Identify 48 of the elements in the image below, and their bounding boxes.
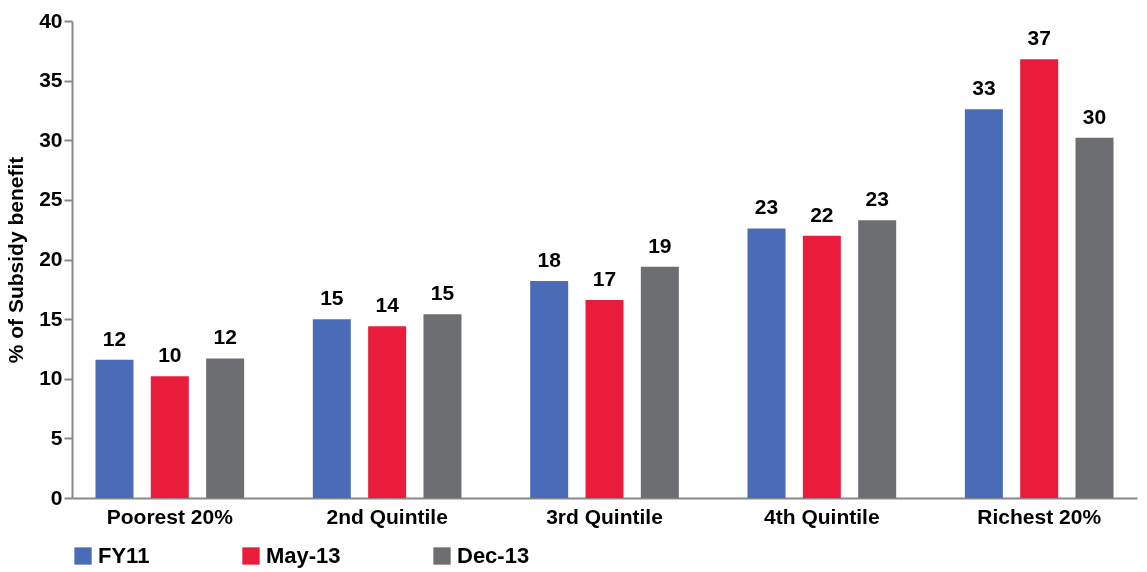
bar bbox=[368, 326, 407, 498]
y-tick-label: 25 bbox=[39, 187, 63, 211]
y-tick-label: 35 bbox=[39, 68, 63, 92]
data-label: 15 bbox=[320, 286, 344, 310]
bar bbox=[1075, 137, 1114, 498]
data-label: 10 bbox=[158, 343, 182, 367]
bar bbox=[95, 359, 134, 498]
y-tick-label: 15 bbox=[39, 306, 63, 330]
bar bbox=[747, 228, 786, 498]
data-label: 22 bbox=[810, 202, 834, 226]
bar bbox=[585, 300, 624, 498]
data-label: 14 bbox=[375, 293, 400, 317]
legend-label: May-13 bbox=[266, 543, 341, 568]
data-label: 18 bbox=[537, 247, 562, 271]
y-tick-label: 30 bbox=[39, 127, 63, 151]
x-tick-label: Poorest 20% bbox=[106, 504, 234, 528]
bar bbox=[150, 376, 189, 498]
bar bbox=[312, 319, 351, 498]
data-label: 15 bbox=[430, 281, 455, 305]
data-label: 37 bbox=[1027, 26, 1051, 50]
data-label: 33 bbox=[972, 76, 996, 100]
y-tick-label: 10 bbox=[39, 366, 63, 390]
bar bbox=[640, 266, 679, 498]
bar bbox=[423, 314, 462, 498]
y-tick-label: 20 bbox=[39, 247, 63, 270]
data-label: 12 bbox=[213, 325, 237, 349]
bar bbox=[858, 220, 897, 498]
y-tick-label: 40 bbox=[39, 8, 63, 32]
legend-label: Dec-13 bbox=[457, 543, 530, 568]
x-tick-label: 4th Quintile bbox=[764, 504, 880, 528]
x-tick-label: 2nd Quintile bbox=[326, 504, 448, 528]
bar bbox=[964, 109, 1003, 498]
bar bbox=[530, 280, 569, 498]
data-label: 19 bbox=[648, 233, 672, 257]
data-label: 23 bbox=[754, 195, 779, 219]
bar bbox=[1020, 59, 1059, 498]
y-axis-title: % of Subsidy benefit bbox=[4, 156, 28, 364]
legend-label: FY11 bbox=[98, 543, 150, 568]
x-tick-label: Richest 20% bbox=[977, 504, 1102, 528]
bar bbox=[802, 235, 841, 498]
data-label: 30 bbox=[1082, 104, 1107, 128]
y-tick-label: 0 bbox=[50, 485, 63, 509]
y-tick-label: 5 bbox=[50, 425, 63, 449]
x-tick-label: 3rd Quintile bbox=[546, 504, 663, 528]
bar bbox=[206, 358, 245, 498]
data-label: 12 bbox=[102, 326, 127, 350]
data-label: 23 bbox=[865, 187, 889, 211]
data-label: 17 bbox=[592, 267, 617, 291]
